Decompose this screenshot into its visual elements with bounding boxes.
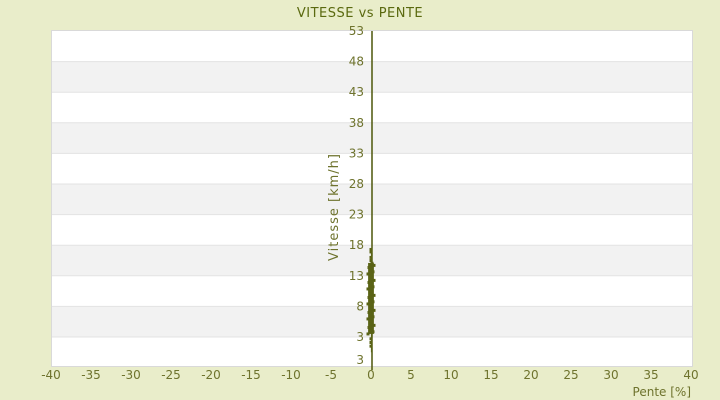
data-point [370, 276, 374, 280]
data-point [370, 321, 374, 325]
chart-title: VITESSE vs PENTE [296, 6, 424, 21]
data-point [372, 308, 376, 312]
x-tick-label: -30 [121, 368, 141, 382]
data-point [371, 270, 375, 274]
data-point [368, 304, 372, 308]
x-tick-label: 10 [443, 368, 459, 382]
data-point [366, 287, 370, 291]
y-tick-label: 28 [349, 177, 364, 191]
data-point [369, 283, 373, 287]
x-tick-label: 0 [367, 368, 375, 382]
data-point [372, 278, 376, 282]
y-axis-title: Vitesse [km/h] [327, 153, 342, 261]
x-tick-label: -25 [161, 368, 181, 382]
x-tick-label: 35 [643, 368, 659, 382]
data-point [372, 323, 376, 327]
x-tick-label: -40 [41, 368, 61, 382]
y-tick-label: 13 [349, 269, 364, 283]
data-point [369, 313, 373, 317]
data-point [371, 330, 375, 334]
data-point [371, 300, 375, 304]
data-point [372, 263, 376, 267]
data-point [366, 272, 370, 276]
x-tick-label: 15 [483, 368, 499, 382]
x-tick-label: 30 [603, 368, 619, 382]
data-point [366, 317, 370, 321]
data-point [369, 268, 373, 272]
x-tick-label: 20 [523, 368, 539, 382]
x-axis-title: Pente [%] [632, 385, 691, 399]
y-tick-label: 23 [349, 208, 364, 222]
y-tick-label: 53 [349, 24, 364, 38]
data-point [368, 274, 372, 278]
data-point [370, 306, 374, 310]
x-tick-label: 25 [563, 368, 579, 382]
y-tick-label: 18 [349, 238, 364, 252]
x-tick-label: -5 [325, 368, 337, 382]
y-tick-label: 48 [349, 55, 364, 69]
data-point [367, 326, 371, 330]
data-point [366, 302, 370, 306]
data-point [369, 250, 373, 254]
x-tick-label: -20 [201, 368, 221, 382]
data-point [366, 332, 370, 336]
x-tick-label: 40 [683, 368, 699, 382]
data-point [367, 311, 371, 315]
data-point [370, 261, 374, 265]
y-axis-min-label: 3 [356, 353, 364, 367]
data-point [369, 258, 373, 262]
data-point [369, 340, 373, 344]
data-point [370, 291, 374, 295]
data-point [368, 319, 372, 323]
y-tick-label: 3 [356, 330, 364, 344]
y-tick-label: 38 [349, 116, 364, 130]
data-point [367, 266, 371, 270]
data-point [369, 255, 373, 259]
x-tick-label: 5 [407, 368, 415, 382]
data-point [369, 298, 373, 302]
data-point [369, 337, 373, 341]
x-tick-label: -15 [241, 368, 261, 382]
y-tick-label: 43 [349, 85, 364, 99]
data-point [367, 296, 371, 300]
x-axis: -40 -35 -30 -25 -20 -15 -10 -5 0 5 10 15 20 25 30 35 40 [0, 368, 720, 384]
data-point [371, 285, 375, 289]
y-tick-label: 33 [349, 146, 364, 160]
plot-area: 53 48 43 38 33 28 23 18 13 8 3 3 Vitesse [km/h] [51, 24, 693, 370]
data-point [367, 281, 371, 285]
data-point [372, 293, 376, 297]
y-tick-label: 8 [356, 299, 364, 313]
x-tick-label: -35 [81, 368, 101, 382]
data-point [371, 315, 375, 319]
data-point [369, 344, 373, 348]
data-point [369, 247, 373, 251]
data-point [369, 328, 373, 332]
x-tick-label: -10 [281, 368, 301, 382]
data-point [368, 289, 372, 293]
